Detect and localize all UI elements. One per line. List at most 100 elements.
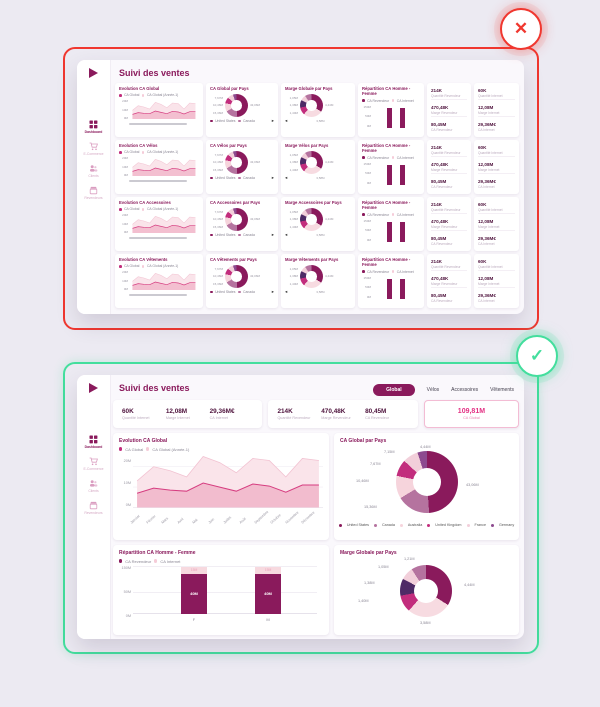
bar-revendeur-m: 40M	[255, 573, 281, 614]
donut-chart	[225, 150, 248, 174]
repartition-card: Répartition CA Homme - Femme CA Revendeu…	[113, 545, 329, 635]
marge-pays-card: Marge Accessoires par Pays 1,05M 1,38M 1,4…	[281, 197, 355, 251]
card-title: Répartition CA Homme - Femme	[362, 257, 411, 268]
card-title: Répartition CA Homme - Femme	[119, 550, 196, 556]
horizontal-scrollbar[interactable]	[129, 122, 187, 126]
kpi-card-internet: 60K Quantité Internet 12,08M Marge Interne…	[474, 140, 519, 194]
donut-chart	[300, 93, 323, 117]
kpi-label: CA Internet	[209, 415, 229, 420]
tab-vetements[interactable]: Vêtements	[490, 387, 514, 393]
chevron-right-icon[interactable]: ▸	[271, 232, 274, 237]
repartition-card: Répartition CA Homme - Femme CA Revendeu…	[358, 140, 424, 194]
card-title: Répartition CA Homme - Femme	[362, 86, 411, 97]
y-axis: 150M 50M 0M	[363, 104, 371, 128]
kpi-value: 29,36M€	[478, 122, 496, 128]
tab-velos[interactable]: Vélos	[426, 387, 440, 393]
chart-legend: CA Revendeur CA Internet	[119, 559, 323, 564]
card-title: CA Global par Pays	[210, 86, 249, 91]
kpi-value: 80,45M	[365, 408, 387, 416]
kpi-value: 214K	[431, 88, 442, 94]
ca-pays-card: CA Global par Pays 4,44M 7,15M 7,67M 10,…	[334, 433, 519, 540]
kpi-label: CA Revendeur	[365, 415, 390, 420]
kpi-label: CA Revendeur	[431, 127, 453, 132]
cart-icon	[89, 457, 98, 466]
kpi-card-ca-global: 109,81M CA Global	[423, 400, 519, 428]
kpi-label: Marge Revendeur	[431, 110, 458, 115]
area-chart	[133, 455, 323, 508]
marge-pays-card: Marge Vêtements par Pays 1,05M 1,38M 1,40M…	[281, 254, 355, 308]
y-axis: 20M 10M 0M	[122, 99, 128, 121]
card-title: Marge Globale par Pays	[285, 86, 333, 91]
sidebar-item-label: Clients	[88, 174, 99, 178]
tab-global[interactable]: Global	[373, 384, 415, 396]
donut-chart	[225, 264, 248, 288]
sidebar-item-revendeurs[interactable]: Revendeurs	[77, 501, 110, 515]
sidebar: Dashboard E-Commerce Clients Revendeurs	[77, 375, 111, 639]
kpi-label: Quantité Revendeur	[431, 93, 461, 98]
page-title: Suivi des ventes	[119, 383, 190, 393]
card-title: Répartition CA Homme - Femme	[362, 143, 411, 154]
dashboard-rejected: Dashboard E-Commerce Clients Revendeurs …	[77, 60, 524, 314]
chevron-left-icon[interactable]: ◂	[285, 118, 288, 123]
page-title: Suivi des ventes	[119, 68, 190, 78]
card-title: CA Vélos par Pays	[210, 143, 247, 148]
kpi-card-revendeur: 214K Quantité Revendeur 470,48K Marge Reve…	[427, 83, 471, 137]
kpi-card-internet: 60K Quantité Internet 12,08M Marge Interne…	[474, 83, 519, 137]
kpi-value: 60K	[122, 408, 134, 416]
sidebar-item-dashboard[interactable]: Dashboard	[77, 435, 110, 449]
marge-pays-card: Marge Vélos par Pays 1,05M 1,38M 1,40M 4,4…	[281, 140, 355, 194]
card-title: CA Accessoires par Pays	[210, 200, 261, 205]
sidebar-item-label: E-Commerce	[83, 467, 104, 471]
horizontal-scrollbar[interactable]	[129, 179, 187, 183]
sidebar-item-ecommerce[interactable]: E-Commerce	[77, 142, 110, 156]
users-icon	[90, 165, 98, 172]
chart-legend: CA Global CA Global (Année-1)	[119, 93, 199, 97]
sidebar-nav: Dashboard E-Commerce Clients Revendeurs	[77, 120, 110, 200]
donut-label: 4,44M	[325, 103, 334, 108]
chevron-left-icon[interactable]: ◂	[285, 232, 288, 237]
rejected-frame	[63, 47, 539, 330]
kpi-card-internet: 60K Quantité Internet 12,08M Marge Interne…	[474, 254, 519, 308]
sidebar-item-dashboard[interactable]: Dashboard	[77, 120, 110, 134]
area-sparkline	[131, 273, 195, 291]
x-axis-months: Janvier Février Mars Avril Mai Juin Juillet Aoû…	[129, 509, 316, 525]
donut-chart	[300, 150, 323, 174]
donut-chart: 1,21M 1,05M 1,38M 1,40M 4,44M 3,58M	[358, 557, 475, 625]
horizontal-scrollbar[interactable]	[129, 236, 187, 240]
chevron-right-icon[interactable]: ▸	[271, 289, 274, 294]
chevron-right-icon[interactable]: ▸	[271, 175, 274, 180]
kpi-label: CA Global	[463, 416, 480, 421]
marge-pays-card: Marge Globale par Pays 1,05M 1,38M 1,40M 4…	[281, 83, 355, 137]
area-sparkline	[131, 216, 195, 234]
sidebar-item-revendeurs[interactable]: Revendeurs	[77, 186, 110, 200]
donut-chart	[225, 207, 248, 231]
sidebar-item-ecommerce[interactable]: E-Commerce	[77, 457, 110, 471]
chart-legend: United States Canada ▸	[210, 119, 274, 124]
evolution-card: Evolution CA Global CA Global CA Global …	[113, 433, 329, 540]
card-title: Marge Vêtements par Pays	[285, 257, 339, 262]
kpi-value: 12,08M	[165, 408, 188, 416]
chevron-left-icon[interactable]: ◂	[285, 289, 288, 294]
chevron-left-icon[interactable]: ◂	[285, 175, 288, 180]
kpi-label: Quantité Revendeur	[277, 415, 311, 420]
sidebar-item-clients[interactable]: Clients	[77, 164, 110, 178]
kpi-label: Marge Revendeur	[321, 415, 351, 420]
x-category: F	[192, 616, 196, 622]
donut-label: 43,06M	[250, 103, 261, 108]
approved-frame	[63, 362, 539, 654]
sidebar-item-clients[interactable]: Clients	[77, 479, 110, 493]
sidebar-item-label: Clients	[88, 489, 99, 493]
kpi-label: CA Internet	[478, 127, 495, 132]
horizontal-scrollbar[interactable]	[129, 293, 187, 297]
ca-pays-card: CA Global par Pays 7,67M 10,46M 15,36M 43,…	[206, 83, 278, 137]
legend-dot	[119, 93, 122, 97]
kpi-card-revendeur: 214K Quantité Revendeur 470,48K Marge Reve…	[268, 400, 418, 428]
kpi-bar: 60K Quantité Internet 12,08M Marge Interne…	[113, 400, 519, 428]
ca-pays-card: CA Accessoires par Pays 7,67M 10,46M 15,36…	[206, 197, 278, 251]
tab-accessoires[interactable]: Accessoires	[451, 387, 479, 393]
grid-icon	[89, 120, 98, 129]
dashboard-approved: Dashboard E-Commerce Clients Revendeurs …	[77, 375, 524, 639]
chevron-right-icon[interactable]: ▸	[271, 118, 274, 123]
ca-pays-card: CA Vélos par Pays 7,67M 10,46M 15,36M 43,0…	[206, 140, 278, 194]
chart-legend: CA Revendeur CA Internet	[362, 99, 420, 103]
